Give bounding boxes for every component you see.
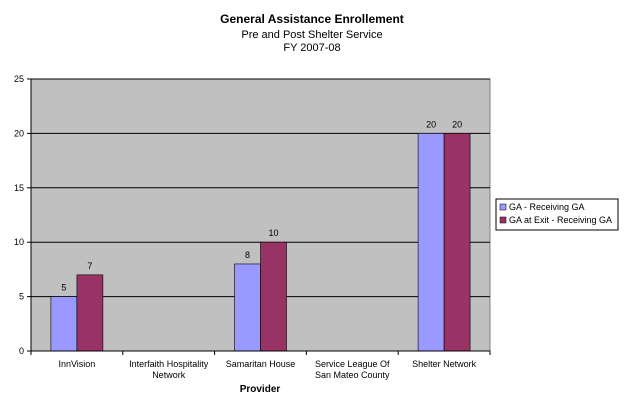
chart-subtitle-line-1: Pre and Post Shelter Service [241, 29, 382, 41]
y-tick-label: 10 [14, 237, 24, 247]
x-axis-title: Provider [240, 384, 281, 395]
bars [50, 133, 471, 352]
x-tick-label: Network [152, 370, 186, 380]
data-label: 8 [245, 250, 250, 260]
legend-label-ga-receiving: GA - Receiving GA [509, 202, 585, 212]
bar [76, 274, 104, 352]
bar [443, 133, 471, 352]
legend-swatch-ga-receiving [499, 203, 507, 211]
legend-box [495, 198, 619, 231]
x-tick-label: Service League Of [315, 359, 390, 369]
legend-swatch-ga-at-exit [499, 216, 507, 224]
bar [260, 241, 287, 352]
x-tick-label: Shelter Network [412, 359, 477, 369]
chart-subtitle-line-2: FY 2007-08 [283, 42, 340, 54]
data-label: 7 [87, 261, 92, 271]
data-label: 20 [452, 119, 462, 129]
y-tick-labels: 0 5 10 15 20 25 [14, 74, 31, 356]
x-tick-label: San Mateo County [315, 370, 390, 380]
legend-label-ga-at-exit: GA at Exit - Receiving GA [509, 215, 612, 225]
chart-title: General Assistance Enrollement [220, 12, 404, 26]
data-label: 5 [61, 283, 66, 293]
y-tick-label: 15 [14, 183, 24, 193]
y-tick-label: 5 [19, 292, 24, 302]
x-tick-label: Samaritan House [226, 359, 296, 369]
bar [50, 296, 78, 352]
y-tick-label: 0 [19, 346, 24, 356]
legend: GA - Receiving GA GA at Exit - Receiving… [495, 198, 619, 231]
data-labels: 5 7 8 10 20 20 [61, 119, 462, 292]
bar [234, 263, 261, 352]
data-label: 20 [426, 119, 436, 129]
x-tick-label: Interfaith Hospitality [129, 359, 209, 369]
bar [417, 133, 445, 352]
y-tick-label: 20 [14, 128, 24, 138]
x-tick-label: InnVision [58, 359, 95, 369]
y-tick-label: 25 [14, 74, 24, 84]
data-label: 10 [268, 228, 278, 238]
